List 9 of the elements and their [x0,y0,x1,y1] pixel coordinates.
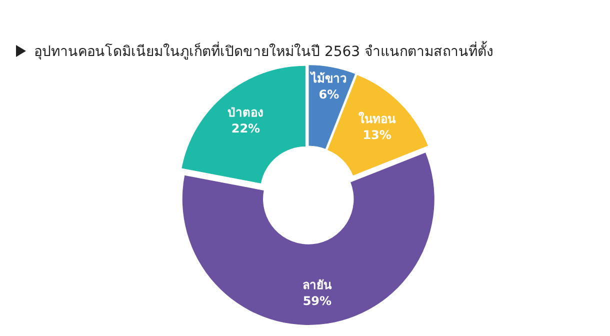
data-label: 59% [302,294,332,308]
slice-label: ในทอน [358,110,397,126]
slice-label: ไม้ขาว [308,70,347,86]
data-label: 13% [362,128,392,142]
slice-label: ลายัน [302,278,333,292]
chart-title: อุปทานคอนโดมิเนียมในภูเก็ตที่เปิดขายใหม่ในปี 2563 จำแนกตามสถานที่ตั้ง [34,41,494,60]
data-label: 6% [318,87,340,102]
slice-label: ป่าตอง [228,106,264,120]
data-label: 22% [231,122,260,136]
